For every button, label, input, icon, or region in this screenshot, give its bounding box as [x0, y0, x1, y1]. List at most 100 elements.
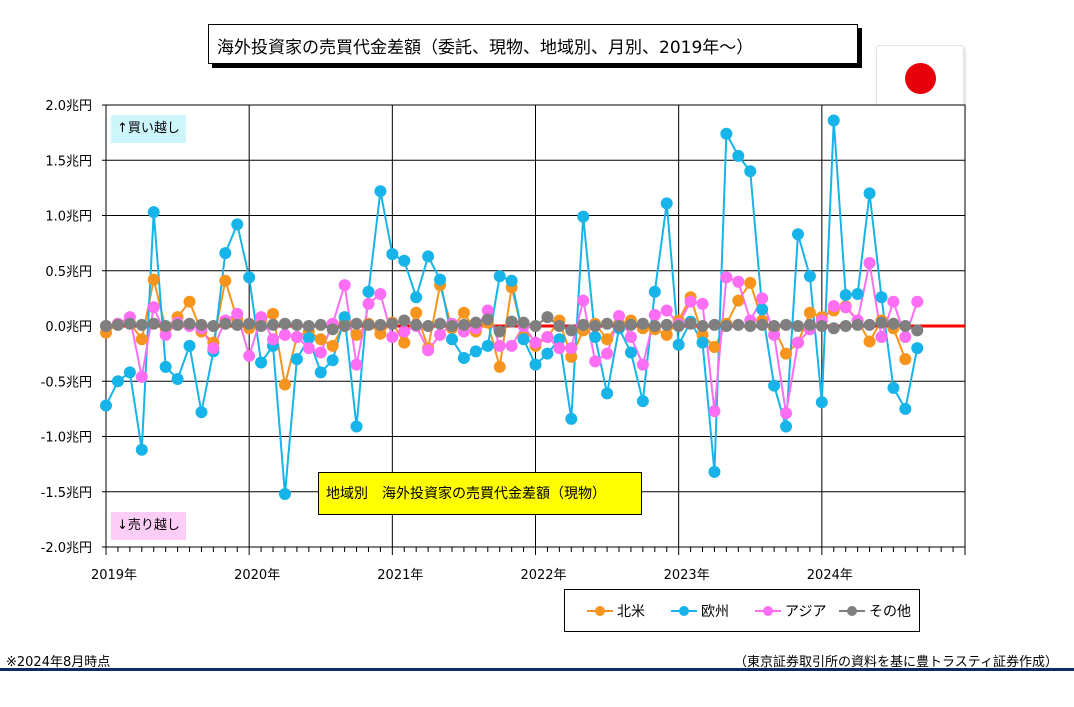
x-tick-label: 2022年: [520, 568, 566, 583]
series-3-point: [577, 318, 590, 331]
series-3-point: [362, 318, 375, 331]
series-1-point: [732, 149, 745, 162]
legend-label: その他: [869, 604, 911, 620]
y-tick-label: 0.5兆円: [45, 265, 92, 280]
series-3-point: [100, 320, 112, 332]
series-3-point: [326, 323, 339, 336]
series-1-point: [768, 379, 781, 392]
series-2-point: [278, 328, 291, 341]
series-1-point: [553, 333, 566, 346]
series-3-point: [899, 320, 912, 332]
series-2-point: [302, 342, 315, 355]
series-3-point: [791, 320, 804, 332]
series-3-point: [565, 324, 578, 337]
series-2-point: [887, 295, 900, 308]
series-3-point: [803, 318, 816, 331]
series-3-point: [159, 320, 172, 332]
series-1-point: [231, 218, 244, 231]
series-1-point: [708, 465, 721, 478]
series-3-point: [672, 320, 685, 332]
series-3-point: [684, 317, 697, 330]
series-3-point: [696, 320, 709, 332]
legend-marker: [763, 606, 773, 616]
series-3-point: [732, 318, 745, 331]
series-2-point: [791, 336, 804, 349]
series-3-point: [147, 317, 160, 330]
series-1-point: [195, 406, 208, 419]
series-1-point: [350, 420, 363, 433]
series-0-point: [565, 350, 578, 363]
series-0-point: [398, 336, 411, 349]
series-0-point: [326, 339, 339, 352]
series-3-point: [648, 320, 661, 332]
series-2-point: [493, 339, 506, 352]
series-1-point: [744, 165, 757, 178]
series-0-point: [374, 327, 387, 340]
series-1-point: [517, 333, 530, 346]
series-1-point: [219, 247, 232, 260]
series-2-point: [589, 355, 602, 368]
source-note: （東京証券取引所の資料を基に豊トラスティ証券作成）: [734, 655, 1058, 670]
series-1-point: [147, 206, 160, 219]
legend-label: アジア: [785, 604, 827, 620]
series-1-point: [720, 127, 733, 140]
series-1-point: [493, 270, 506, 283]
series-0-point: [708, 340, 721, 353]
x-tick-label: 2019年: [91, 568, 137, 583]
series-2-point: [505, 339, 518, 352]
series-3-point: [183, 317, 196, 330]
chart-inner-title: 地域別 海外投資家の売買代金差額（現物）: [318, 472, 642, 515]
series-2-point: [732, 275, 745, 288]
series-3-point: [469, 316, 482, 329]
series-1-point: [899, 402, 912, 415]
series-0-point: [147, 273, 160, 286]
y-tick-label: -1.5兆円: [41, 486, 92, 501]
series-1-point: [541, 347, 554, 360]
series-3-point: [338, 320, 351, 332]
series-1-point: [422, 250, 435, 263]
date-note: ※2024年8月時点: [6, 655, 111, 670]
series-2-point: [720, 271, 733, 284]
series-3-point: [422, 320, 435, 332]
series-2-point: [839, 301, 852, 314]
series-3-point: [111, 318, 124, 331]
series-1-point: [255, 356, 268, 369]
series-2-point: [756, 292, 769, 305]
series-2-point: [648, 308, 661, 321]
series-2-point: [434, 328, 447, 341]
series-1-point: [469, 345, 482, 358]
series-3-point: [410, 318, 423, 331]
series-1-point: [839, 289, 852, 302]
sell-label: ↓売り越し: [111, 512, 186, 540]
x-tick-label: 2020年: [234, 568, 280, 583]
y-tick-label: -2.0兆円: [41, 541, 92, 556]
series-2-point: [565, 342, 578, 355]
series-1-point: [410, 291, 423, 304]
series-2-point: [481, 304, 494, 317]
series-3-point: [517, 316, 530, 329]
series-3-point: [398, 314, 411, 327]
series-2-point: [911, 295, 924, 308]
y-tick-label: -0.5兆円: [41, 375, 92, 390]
series-2-point: [875, 331, 888, 344]
series-2-point: [398, 325, 411, 338]
flag-sun-disc: [905, 63, 936, 94]
series-3-point: [171, 318, 184, 331]
series-1-point: [911, 342, 924, 355]
page-title: 海外投資家の売買代金差額（委託、現物、地域別、月別、2019年～）: [217, 38, 754, 58]
series-2-point: [553, 342, 566, 355]
series-1-point: [827, 114, 840, 127]
y-tick-label: -1.0兆円: [41, 431, 92, 446]
series-3-point: [768, 320, 781, 332]
legend-label: 北米: [617, 604, 645, 620]
series-1-point: [875, 291, 888, 304]
series-3-point: [445, 320, 458, 332]
series-1-point: [457, 352, 470, 365]
series-2-point: [374, 287, 387, 300]
series-1-point: [887, 381, 900, 394]
legend: 北米 欧州 アジア その他: [564, 589, 920, 632]
series-3-point: [243, 317, 256, 330]
series-1-point: [601, 387, 614, 400]
y-tick-label: 1.5兆円: [45, 154, 92, 169]
series-1-point: [577, 210, 590, 223]
